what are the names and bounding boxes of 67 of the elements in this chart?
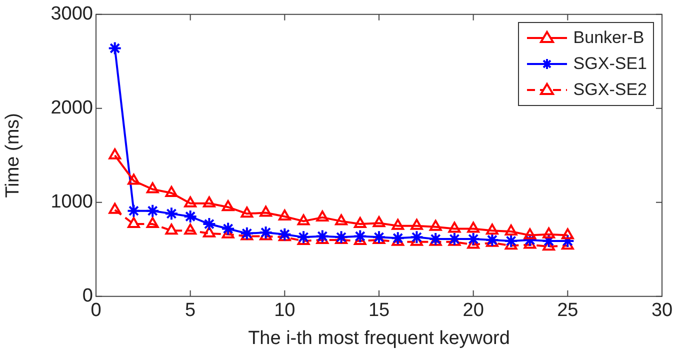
point bbox=[221, 222, 236, 236]
point bbox=[165, 186, 178, 197]
point bbox=[146, 204, 160, 218]
point bbox=[561, 228, 574, 240]
point bbox=[354, 217, 366, 228]
point bbox=[258, 225, 273, 240]
y-tick-label: 1000 bbox=[50, 192, 93, 213]
legend-label: Bunker-B bbox=[573, 28, 644, 48]
y-tick-label: 2000 bbox=[50, 98, 93, 119]
point bbox=[504, 234, 518, 248]
point bbox=[260, 206, 272, 217]
point bbox=[297, 214, 310, 226]
point bbox=[296, 230, 311, 244]
point bbox=[278, 210, 291, 220]
x-axis-title: The i-th most frequent keyword bbox=[248, 328, 510, 349]
point bbox=[108, 41, 122, 56]
y-axis-title: Time (ms) bbox=[2, 113, 24, 198]
point bbox=[202, 217, 216, 232]
point bbox=[448, 222, 461, 233]
point bbox=[392, 218, 404, 230]
point bbox=[316, 210, 329, 222]
point bbox=[504, 224, 518, 236]
point bbox=[278, 230, 291, 242]
point bbox=[560, 234, 575, 248]
y-tick-label: 0 bbox=[82, 286, 93, 307]
point bbox=[146, 217, 159, 228]
point bbox=[108, 202, 122, 214]
point bbox=[524, 228, 536, 240]
point bbox=[486, 236, 498, 247]
point bbox=[126, 204, 141, 218]
point bbox=[240, 206, 254, 218]
x-tick-label: 30 bbox=[651, 300, 673, 322]
point bbox=[390, 231, 405, 246]
y-tick-label: 3000 bbox=[50, 4, 93, 25]
legend-label: SGX-SE2 bbox=[573, 80, 647, 100]
point bbox=[315, 229, 330, 244]
legend-label: SGX-SE1 bbox=[573, 54, 647, 74]
x-tick-label: 15 bbox=[368, 300, 390, 322]
point bbox=[372, 216, 386, 228]
point bbox=[203, 226, 216, 238]
point bbox=[542, 227, 555, 238]
point bbox=[203, 196, 216, 208]
x-tick-label: 10 bbox=[274, 300, 296, 322]
point bbox=[108, 148, 122, 160]
point bbox=[353, 229, 368, 244]
point bbox=[222, 200, 234, 212]
point bbox=[410, 230, 424, 244]
point bbox=[146, 182, 159, 194]
point bbox=[335, 214, 348, 226]
point bbox=[467, 222, 480, 233]
point bbox=[542, 234, 556, 248]
point bbox=[429, 220, 442, 231]
point bbox=[240, 229, 254, 240]
point bbox=[466, 232, 480, 246]
point bbox=[486, 224, 498, 235]
point bbox=[184, 196, 197, 208]
point bbox=[183, 210, 198, 224]
point bbox=[184, 224, 197, 235]
x-tick-label: 25 bbox=[557, 300, 578, 322]
point bbox=[128, 174, 140, 185]
x-tick-label: 20 bbox=[462, 300, 484, 322]
point bbox=[164, 206, 178, 221]
point bbox=[410, 218, 423, 230]
x-tick-label: 5 bbox=[185, 300, 196, 322]
point bbox=[128, 217, 140, 228]
point bbox=[522, 233, 537, 247]
point bbox=[165, 224, 178, 235]
